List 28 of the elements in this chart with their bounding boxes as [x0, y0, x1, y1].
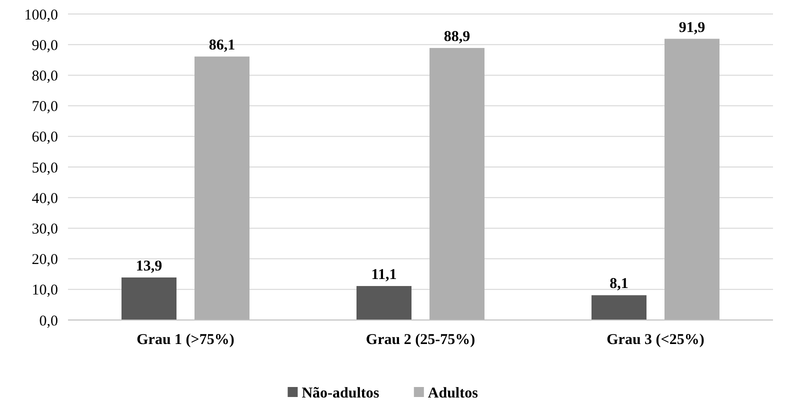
y-tick-label: 50,0 — [32, 160, 58, 176]
y-tick-label: 60,0 — [32, 130, 58, 146]
y-tick-label: 30,0 — [32, 221, 58, 238]
bar — [430, 48, 484, 320]
bar — [194, 56, 250, 320]
bar — [664, 38, 720, 320]
bar — [592, 295, 646, 320]
y-tick-label: 0,0 — [39, 313, 58, 330]
bar — [356, 286, 412, 320]
x-tick-label: Grau 1 (>75%) — [136, 332, 234, 348]
y-tick-label: 70,0 — [32, 99, 58, 116]
x-tick-label: Grau 2 (25-75%) — [366, 332, 476, 348]
data-label: 86,1 — [208, 38, 236, 54]
bar — [122, 277, 176, 320]
data-label: 91,9 — [678, 20, 706, 36]
y-tick-label: 10,0 — [32, 282, 58, 299]
y-tick-label: 100,0 — [24, 7, 58, 24]
data-label: 88,9 — [444, 28, 470, 45]
data-label: 8,1 — [610, 276, 628, 292]
data-label: 13,9 — [136, 258, 162, 274]
y-tick-label: 20,0 — [32, 252, 58, 268]
data-label: 11,1 — [371, 267, 397, 284]
legend-label: Não-adultos — [302, 385, 380, 402]
y-tick-label: 80,0 — [32, 68, 58, 84]
y-tick-label: 40,0 — [32, 190, 58, 207]
y-tick-label: 90,0 — [32, 38, 58, 54]
x-tick-label: Grau 3 (<25%) — [606, 332, 704, 348]
legend-label: Adultos — [428, 385, 478, 402]
